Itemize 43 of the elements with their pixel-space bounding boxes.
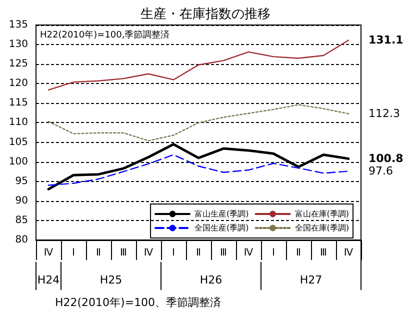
chart-title: 生産・在庫指数の推移 <box>140 6 270 22</box>
x-tick-label: Ⅱ <box>296 248 301 258</box>
text: H24 <box>37 274 60 286</box>
line-series <box>48 154 350 186</box>
x-tick-label: Ⅳ <box>44 248 54 258</box>
y-tick-label: 95 <box>15 176 28 187</box>
x-tick-label: Ⅳ <box>244 248 254 258</box>
x-tick-label: Ⅲ <box>220 248 227 258</box>
x-tick-label: Ⅰ <box>272 248 275 258</box>
annotation: H22(2010年)=100,季節調整済 <box>40 30 170 40</box>
x-tick-label: Ⅱ <box>96 248 101 258</box>
x-tick-label: Ⅳ <box>144 248 154 258</box>
text: H26 <box>200 274 222 286</box>
x-tick-label: Ⅳ <box>344 248 354 258</box>
text: H25 <box>100 274 122 286</box>
x-tick-label: Ⅲ <box>120 248 127 258</box>
legend-label: 全国生産(季調) <box>194 224 249 232</box>
y-tick-label: 135 <box>8 20 28 30</box>
data-label: 131.1 <box>368 34 404 47</box>
text: H22(2010年)=100、季節調整済 <box>55 296 222 309</box>
y-tick-label: 105 <box>8 136 28 148</box>
x-tick-label: Ⅲ <box>320 248 327 258</box>
legend-label: 富山在庫(季調) <box>294 210 350 218</box>
y-tick-label: 85 <box>15 214 28 226</box>
legend-label: 富山生産(季調) <box>194 210 249 218</box>
x-tick-label: Ⅰ <box>172 248 175 258</box>
y-tick-label: 90 <box>15 195 28 206</box>
data-label: 100.8 <box>368 152 404 166</box>
y-tick-label: 100 <box>8 156 28 168</box>
line-series <box>48 104 350 142</box>
data-label: 97.6 <box>368 164 393 178</box>
y-tick-label: 110 <box>8 117 28 128</box>
x-tick-label: Ⅱ <box>196 248 201 258</box>
text: H27 <box>300 274 322 286</box>
y-tick-label: 80 <box>15 234 28 246</box>
y-tick-label: 115 <box>8 98 28 109</box>
line-series <box>48 40 350 90</box>
y-tick-label: 120 <box>8 78 28 90</box>
y-tick-label: 130 <box>8 39 28 50</box>
x-tick-label: Ⅰ <box>72 248 75 258</box>
y-tick-label: 125 <box>8 58 28 70</box>
legend-label: 全国在庫(季調) <box>294 224 350 232</box>
data-label: 112.3 <box>368 107 400 120</box>
